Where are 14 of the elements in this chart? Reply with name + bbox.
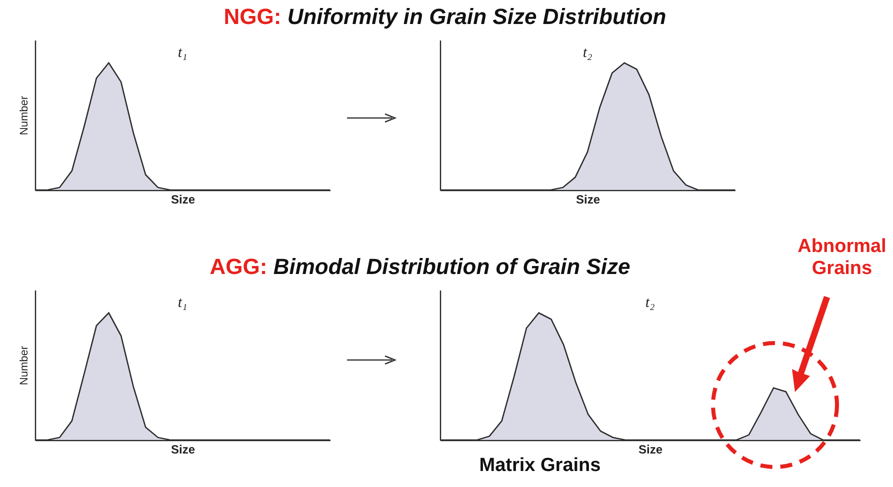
y-axis-title: Number <box>18 346 30 386</box>
text: t₂ <box>645 295 655 311</box>
text: Matrix Grains <box>479 455 601 477</box>
x-axis-title: Size <box>638 442 663 456</box>
y-axis-title: Number <box>18 96 30 136</box>
text: AGG: Bimodal Distribution of Grain Size <box>210 254 630 279</box>
text: Abnormal Grains <box>796 236 888 280</box>
x-axis-title: Size <box>170 442 196 456</box>
text: t₁ <box>178 45 188 61</box>
text: NGG: Uniformity in Grain Size Distribution <box>224 4 666 29</box>
text: t₁ <box>178 295 188 311</box>
x-axis-title: Size <box>170 192 196 206</box>
x-axis-title: Size <box>576 192 600 206</box>
text: t₂ <box>582 45 592 61</box>
